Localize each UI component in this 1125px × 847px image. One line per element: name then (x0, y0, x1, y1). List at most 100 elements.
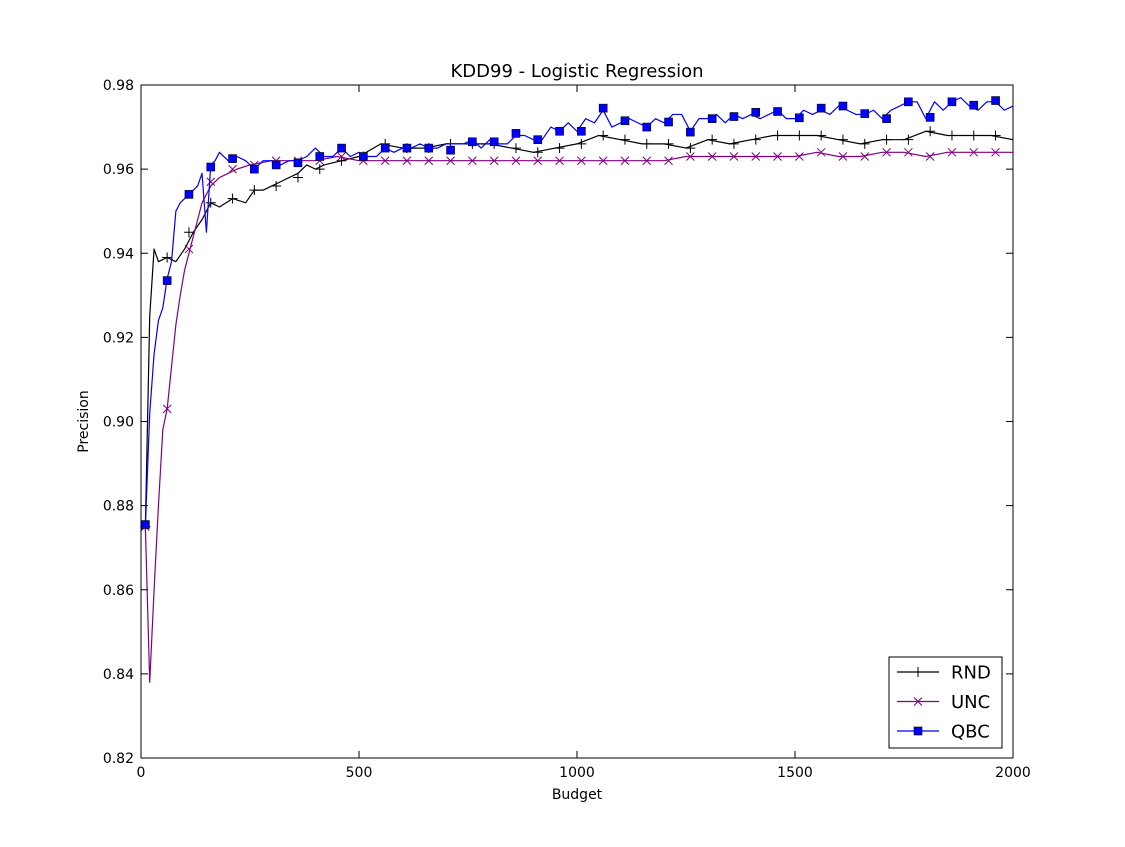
data-point-qbc (904, 97, 913, 107)
data-point-rnd (772, 130, 783, 141)
data-point-qbc (773, 107, 782, 116)
x-tick-label: 500 (346, 765, 373, 781)
plot-area (141, 85, 1013, 758)
data-point-qbc (838, 101, 848, 111)
data-point-rnd (859, 138, 870, 149)
data-point-unc (577, 156, 586, 166)
data-point-unc (925, 152, 935, 161)
legend: RND UNC QBC (888, 656, 1003, 749)
data-point-rnd (292, 172, 303, 183)
data-point-qbc (162, 276, 172, 285)
y-axis: 0.82 0.84 0.86 0.88 0.90 0.92 0.94 0.96 0.98 (103, 78, 1013, 767)
data-point-qbc (489, 137, 499, 147)
legend-label-unc: UNC (951, 692, 990, 713)
data-point-qbc (446, 145, 455, 155)
data-point-rnd (728, 138, 739, 149)
y-tick-label: 0.94 (103, 246, 134, 262)
x-tick-label: 1000 (559, 765, 595, 781)
series-line-qbc (144, 97, 1014, 527)
data-point-rnd (881, 134, 892, 145)
data-point-rnd (510, 143, 521, 154)
data-point-qbc (686, 127, 695, 137)
legend-label-rnd: RND (951, 663, 991, 684)
x-tick-label: 0 (137, 765, 146, 781)
data-point-unc (402, 156, 412, 166)
data-point-qbc (620, 116, 630, 126)
data-point-qbc (380, 143, 390, 153)
x-axis: 0 500 1000 1500 2000 (137, 85, 1031, 781)
data-point-qbc (729, 112, 739, 121)
y-tick-label: 0.84 (103, 667, 134, 683)
data-point-unc (773, 152, 782, 161)
data-point-unc (206, 177, 216, 187)
data-point-qbc (664, 117, 673, 127)
data-point-rnd (598, 130, 609, 141)
data-point-rnd (314, 164, 325, 175)
data-point-rnd (554, 143, 565, 154)
data-point-unc (904, 147, 913, 157)
data-point-unc (424, 156, 434, 166)
y-tick-label: 0.98 (103, 78, 134, 94)
data-point-qbc (141, 520, 150, 529)
data-point-unc (446, 156, 455, 166)
data-point-qbc (707, 114, 717, 123)
data-point-rnd (794, 130, 805, 141)
data-point-rnd (183, 227, 194, 238)
data-point-qbc (969, 100, 979, 110)
data-point-rnd (750, 134, 761, 145)
data-point-unc (664, 156, 673, 166)
data-point-unc (620, 156, 630, 166)
data-point-unc (380, 156, 390, 166)
data-point-qbc (511, 129, 521, 138)
data-point-qbc (468, 137, 477, 147)
legend-label-qbc: QBC (951, 722, 990, 743)
y-axis-label: Precision (76, 390, 92, 452)
data-point-qbc (184, 190, 194, 199)
data-point-unc (751, 152, 761, 161)
data-point-unc (468, 156, 477, 166)
data-point-rnd (707, 134, 718, 145)
data-point-qbc (816, 103, 826, 113)
x-tick-label: 2000 (995, 765, 1031, 781)
legend-item-rnd: RND (897, 663, 991, 684)
data-point-qbc (250, 164, 259, 174)
data-point-unc (337, 152, 346, 161)
legend-marker-unc (913, 697, 923, 706)
data-point-qbc (424, 143, 434, 153)
data-point-qbc (882, 114, 891, 123)
data-point-rnd (532, 147, 543, 158)
data-point-qbc (991, 96, 1000, 105)
data-point-qbc (642, 122, 652, 132)
data-point-unc (882, 147, 891, 157)
chart-title: KDD99 - Logistic Regression (450, 61, 703, 82)
data-point-qbc (271, 160, 281, 170)
data-point-rnd (227, 193, 238, 204)
data-point-unc (686, 152, 695, 161)
legend-item-unc: UNC (897, 692, 990, 713)
data-point-unc (991, 147, 1000, 157)
y-tick-label: 0.88 (103, 499, 134, 515)
data-point-rnd (816, 130, 827, 141)
series-unc (141, 147, 1013, 683)
data-point-rnd (205, 197, 216, 208)
data-point-unc (707, 152, 717, 161)
data-point-unc (184, 244, 194, 254)
y-tick-label: 0.96 (103, 162, 134, 178)
data-point-qbc (533, 135, 543, 144)
data-point-unc (511, 156, 521, 166)
data-point-qbc (315, 152, 325, 161)
series-qbc (141, 96, 1014, 529)
data-point-qbc (206, 162, 216, 172)
data-point-qbc (577, 126, 586, 136)
data-point-qbc (359, 152, 368, 161)
data-point-rnd (663, 138, 674, 149)
data-point-rnd (249, 185, 260, 196)
data-point-qbc (795, 113, 804, 123)
data-point-rnd (946, 130, 957, 141)
y-tick-label: 0.82 (103, 751, 134, 767)
data-point-rnd (685, 143, 696, 154)
data-point-rnd (903, 134, 914, 145)
data-point-qbc (555, 126, 564, 136)
data-point-unc (598, 156, 608, 166)
